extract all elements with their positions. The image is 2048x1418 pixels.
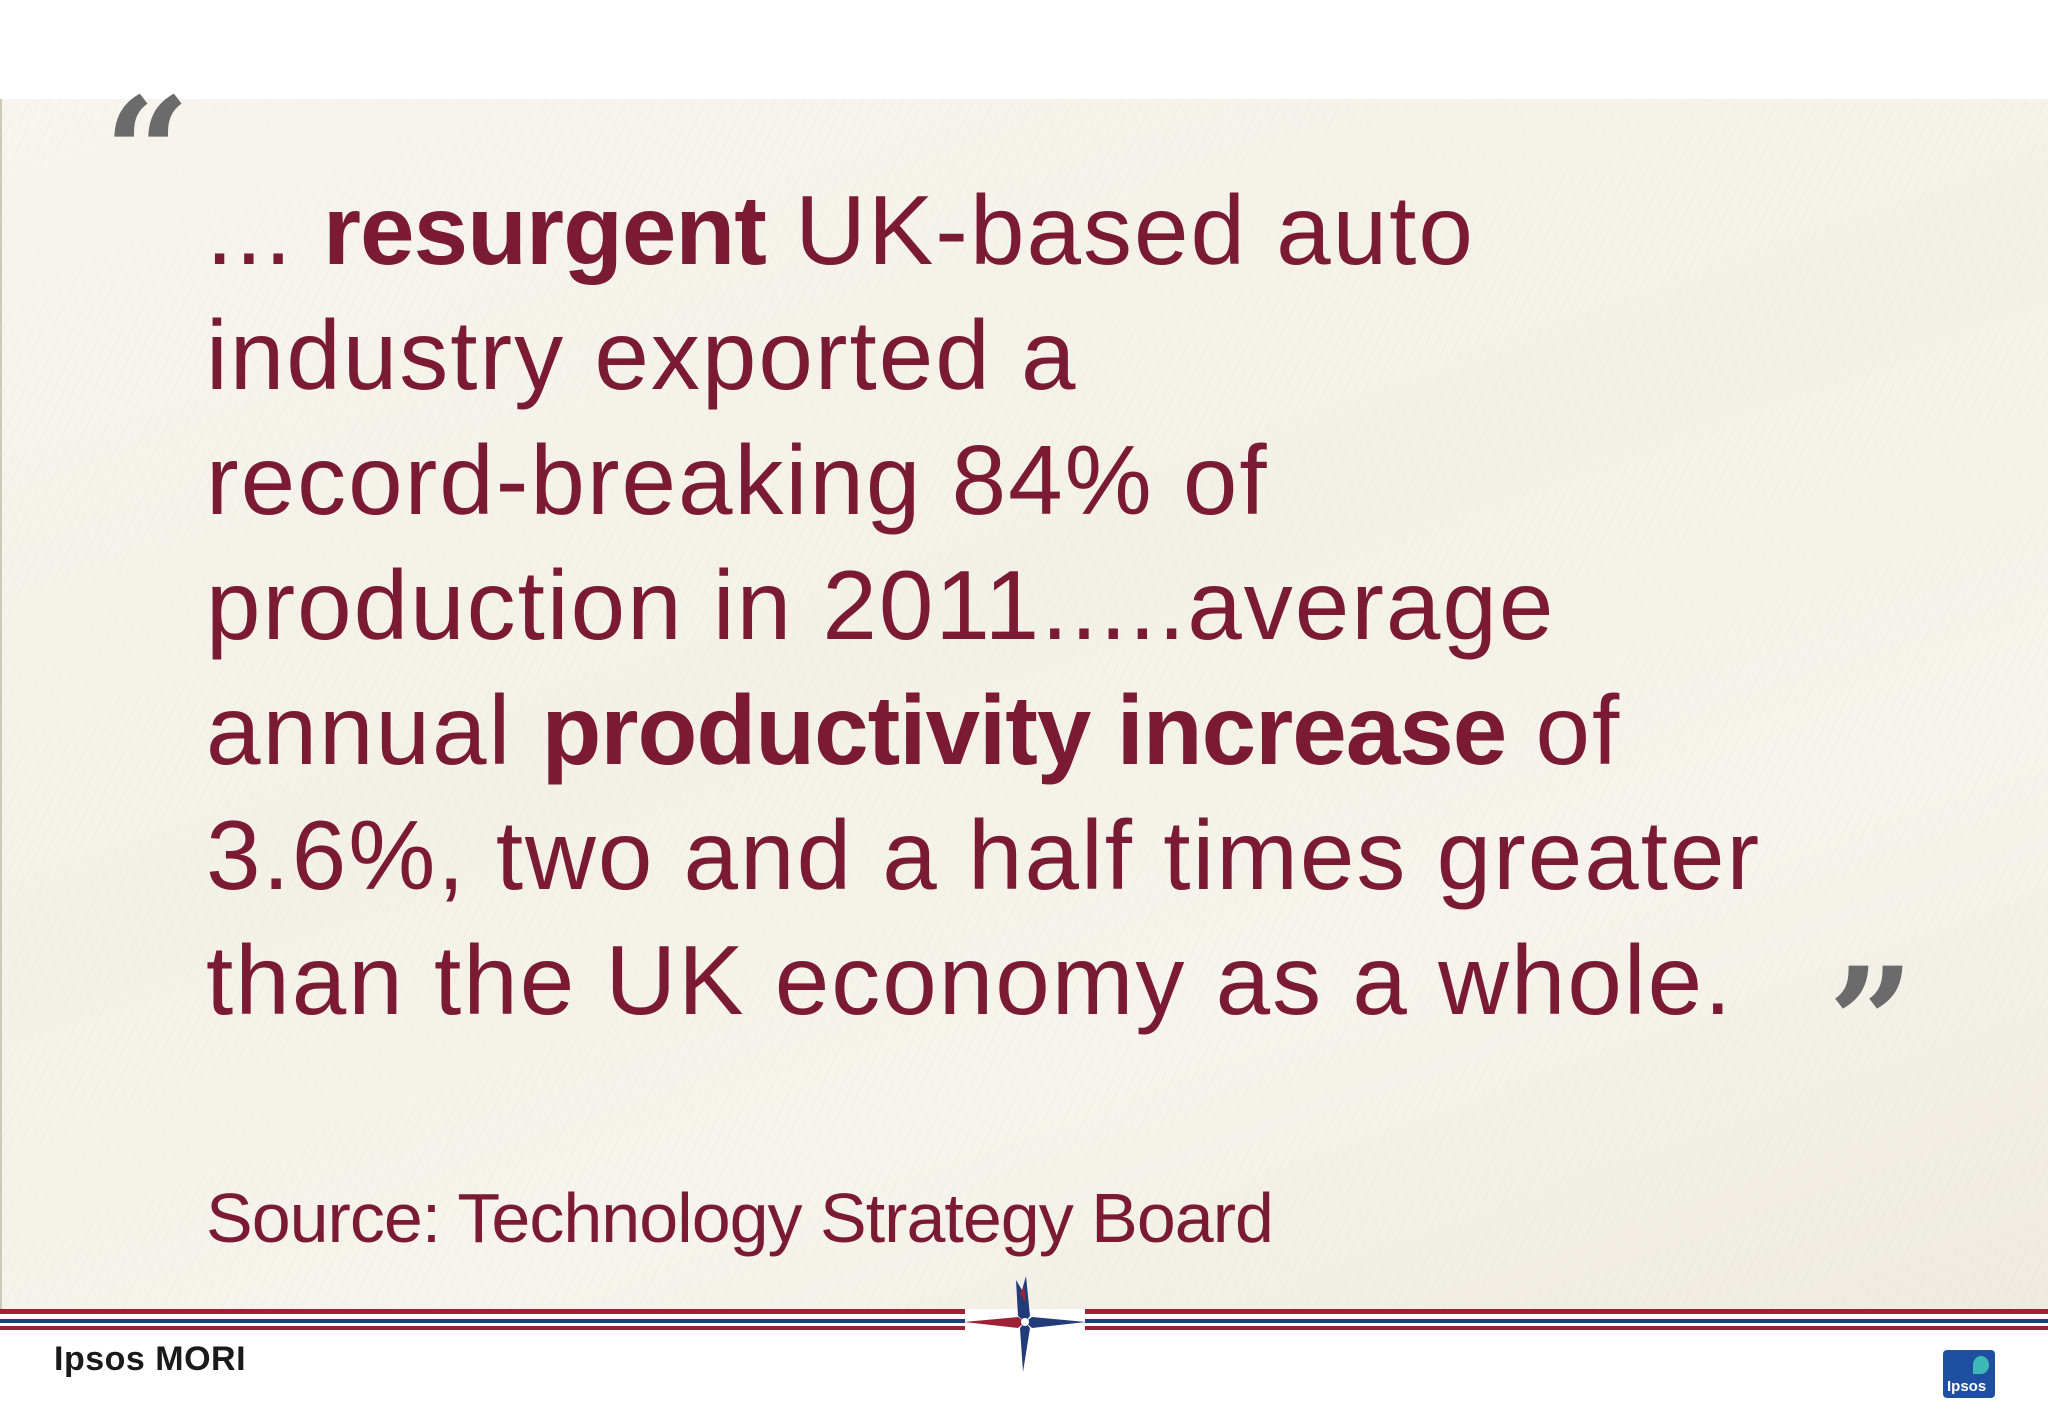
quote-line: 3.6%, two and a half times greater [206,793,1926,918]
quote-fragment: industry exported a [206,300,1078,410]
quote-line: record-breaking 84% of [206,418,1926,543]
ipsos-logo-icon: Ipsos [1943,1350,1995,1398]
quote-fragment: record-breaking 84% of [206,425,1269,535]
quote-emphasis: resurgent [322,175,767,285]
quote-fragment: production in 2011.....average [206,550,1556,660]
footer-rule-red-left-lower [0,1326,965,1330]
footer-rule-blue-left [0,1319,965,1323]
quote-line: ... resurgent UK-based auto [206,168,1926,293]
quote-line: production in 2011.....average [206,543,1926,668]
close-quote-mark: ” [1828,935,1915,1111]
footer-rule-red-right [1085,1309,2048,1314]
quote-text: ... resurgent UK-based auto industry expo… [206,168,1926,1043]
quote-fragment: annual [206,675,542,785]
footer-rule-red-left [0,1309,965,1314]
quote-fragment: than the UK economy as a whole. [206,925,1734,1035]
footer-rule-red-right-lower [1085,1326,2048,1330]
footer-rule-blue-right [1085,1319,2048,1323]
logo-wave-mark [1973,1356,1989,1374]
quote-line: annual productivity increase of [206,668,1926,793]
quote-line: than the UK economy as a whole. [206,918,1926,1043]
source-citation: Source: Technology Strategy Board [206,1179,1274,1257]
slide-background [0,99,2048,1309]
quote-fragment: UK-based auto [765,175,1475,285]
quote-line: industry exported a [206,293,1926,418]
brand-name: Ipsos MORI [54,1340,247,1378]
open-quote-mark: “ [104,65,191,241]
quote-emphasis: productivity increase [541,675,1508,785]
slide-left-edge [0,99,2,1309]
quote-fragment: ... [206,175,323,285]
quote-fragment: of [1506,675,1622,785]
quote-fragment: 3.6%, two and a half times greater [206,800,1762,910]
logo-text: Ipsos [1947,1378,1987,1395]
compass-rose-icon [964,1276,1086,1372]
